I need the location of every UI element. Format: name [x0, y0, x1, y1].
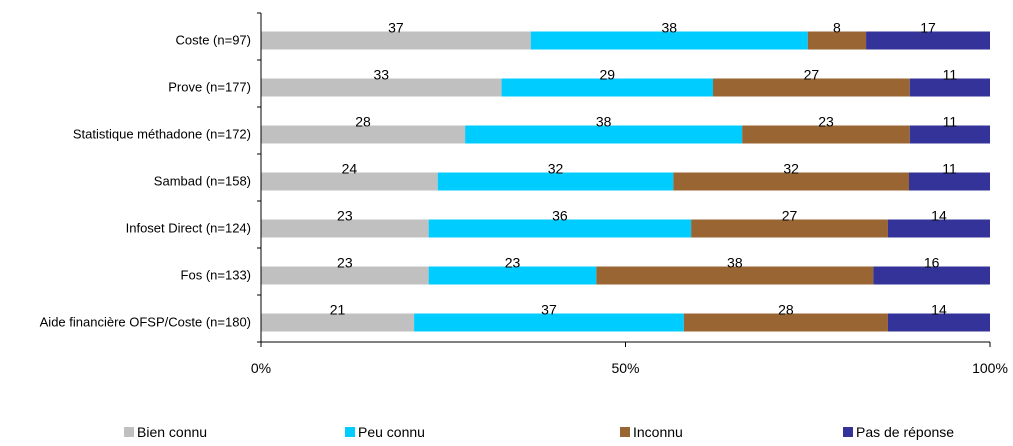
- data-labels-layer: 37 38 8 17 33 29 27 11 28 38 23 11 24 32 32 11 23 36 27 14 2…: [330, 20, 958, 318]
- data-label: 38: [727, 255, 743, 271]
- data-label: 21: [330, 302, 346, 318]
- data-label: 23: [337, 255, 353, 271]
- category-label: Prove (n=177): [168, 80, 251, 95]
- category-label: Aide financière OFSP/Coste (n=180): [40, 315, 251, 330]
- bar-segment: [887, 313, 990, 332]
- bar-segment: [261, 125, 466, 144]
- bar-segment: [428, 266, 597, 285]
- data-label: 11: [943, 114, 958, 130]
- category-label: Statistique méthadone (n=172): [73, 127, 251, 142]
- legend-label: Peu connu: [358, 424, 425, 440]
- bar-segment: [691, 219, 888, 238]
- data-label: 28: [355, 114, 371, 130]
- legend-swatch: [620, 427, 630, 437]
- data-label: 36: [552, 208, 568, 224]
- data-label: 11: [943, 67, 958, 83]
- axes-layer: 0% 50% 100%: [251, 12, 1008, 376]
- legend-item: Bien connu: [124, 424, 207, 440]
- legend-item: Peu connu: [345, 424, 425, 440]
- data-label: 28: [778, 302, 794, 318]
- data-label: 11: [942, 161, 957, 177]
- bar-segment: [261, 172, 438, 191]
- bar-segment: [673, 172, 909, 191]
- bar-segment: [683, 313, 888, 332]
- x-tick-label: 100%: [972, 360, 1008, 376]
- category-label: Fos (n=133): [181, 268, 251, 283]
- bar-segment: [596, 266, 874, 285]
- data-label: 8: [833, 20, 841, 36]
- data-label: 38: [596, 114, 612, 130]
- legend-label: Pas de réponse: [856, 424, 954, 440]
- bar-segment: [261, 313, 415, 332]
- bar-segment: [261, 31, 531, 50]
- data-label: 37: [541, 302, 557, 318]
- category-label: Infoset Direct (n=124): [126, 221, 251, 236]
- legend-label: Inconnu: [633, 424, 683, 440]
- data-label: 29: [599, 67, 615, 83]
- data-label: 23: [337, 208, 353, 224]
- data-label: 14: [931, 208, 947, 224]
- bar-segment: [465, 125, 743, 144]
- bar-segment: [866, 31, 990, 50]
- data-label: 27: [782, 208, 798, 224]
- legend-item: Pas de réponse: [843, 424, 954, 440]
- bar-segment: [501, 78, 713, 97]
- bar-segment: [414, 313, 684, 332]
- bars-layer: [261, 31, 990, 332]
- bar-segment: [428, 219, 692, 238]
- data-label: 23: [505, 255, 521, 271]
- x-tick-label: 0%: [251, 360, 271, 376]
- bar-segment: [437, 172, 674, 191]
- bar-segment: [261, 78, 502, 97]
- category-label: Coste (n=97): [175, 33, 251, 48]
- data-label: 17: [920, 20, 936, 36]
- category-label: Sambad (n=158): [154, 174, 251, 189]
- data-label: 27: [804, 67, 820, 83]
- bar-segment: [742, 125, 910, 144]
- data-label: 16: [924, 255, 940, 271]
- x-tick-label: 50%: [611, 360, 639, 376]
- legend-swatch: [843, 427, 853, 437]
- bar-segment: [909, 78, 990, 97]
- bar-segment: [712, 78, 910, 97]
- bar-segment: [807, 31, 867, 50]
- bar-segment: [873, 266, 990, 285]
- bar-segment: [261, 219, 429, 238]
- legend-swatch: [124, 427, 134, 437]
- legend-item: Inconnu: [620, 424, 683, 440]
- data-label: 32: [548, 161, 564, 177]
- bar-segment: [261, 266, 429, 285]
- data-label: 24: [342, 161, 358, 177]
- category-labels-layer: Coste (n=97) Prove (n=177) Statistique mét…: [40, 33, 251, 330]
- bar-segment: [909, 125, 990, 144]
- bar-segment: [887, 219, 990, 238]
- bar-segment: [909, 172, 990, 191]
- data-label: 23: [818, 114, 834, 130]
- legend: Bien connu Peu connu Inconnu Pas de réponse: [124, 424, 954, 440]
- legend-label: Bien connu: [137, 424, 207, 440]
- data-label: 33: [374, 67, 390, 83]
- data-label: 32: [783, 161, 799, 177]
- data-label: 14: [931, 302, 947, 318]
- bar-segment: [530, 31, 808, 50]
- data-label: 38: [661, 20, 677, 36]
- legend-swatch: [345, 427, 355, 437]
- data-label: 37: [388, 20, 404, 36]
